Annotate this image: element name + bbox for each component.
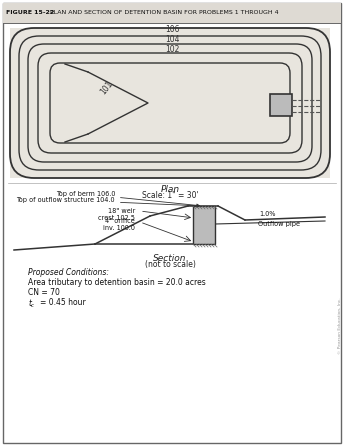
Text: (not to scale): (not to scale) xyxy=(144,260,195,269)
Text: FIGURE 15-22: FIGURE 15-22 xyxy=(6,11,54,16)
Text: 4" orifice
inv. 100.0: 4" orifice inv. 100.0 xyxy=(103,218,135,231)
Text: PLAN AND SECTION OF DETENTION BASIN FOR PROBLEMS 1 THROUGH 4: PLAN AND SECTION OF DETENTION BASIN FOR … xyxy=(44,11,279,16)
Bar xyxy=(270,94,292,116)
Text: Proposed Conditions:: Proposed Conditions: xyxy=(28,268,109,277)
Text: 102: 102 xyxy=(165,45,179,54)
Text: $t_c$: $t_c$ xyxy=(28,298,36,310)
Text: 106: 106 xyxy=(165,25,179,34)
Text: CN = 70: CN = 70 xyxy=(28,288,60,297)
Text: Plan: Plan xyxy=(160,185,180,194)
Bar xyxy=(193,206,215,244)
Text: Top of berm 106.0: Top of berm 106.0 xyxy=(56,191,199,206)
Text: Top of outflow structure 104.0: Top of outflow structure 104.0 xyxy=(17,197,199,207)
Bar xyxy=(10,28,330,178)
Text: Section: Section xyxy=(153,254,187,263)
Text: 1.0%: 1.0% xyxy=(260,211,276,217)
Bar xyxy=(3,3,341,23)
Text: 101: 101 xyxy=(99,79,115,96)
Text: Scale: 1" = 30': Scale: 1" = 30' xyxy=(142,191,198,200)
Text: 18" weir
crest 102.5: 18" weir crest 102.5 xyxy=(98,208,135,222)
Text: = 0.45 hour: = 0.45 hour xyxy=(40,298,86,307)
Text: Outflow pipe: Outflow pipe xyxy=(258,221,300,227)
Text: Area tributary to detention basin = 20.0 acres: Area tributary to detention basin = 20.0… xyxy=(28,278,206,287)
Text: 104: 104 xyxy=(165,36,179,45)
Text: © Pearson Education, Inc.: © Pearson Education, Inc. xyxy=(338,297,342,354)
